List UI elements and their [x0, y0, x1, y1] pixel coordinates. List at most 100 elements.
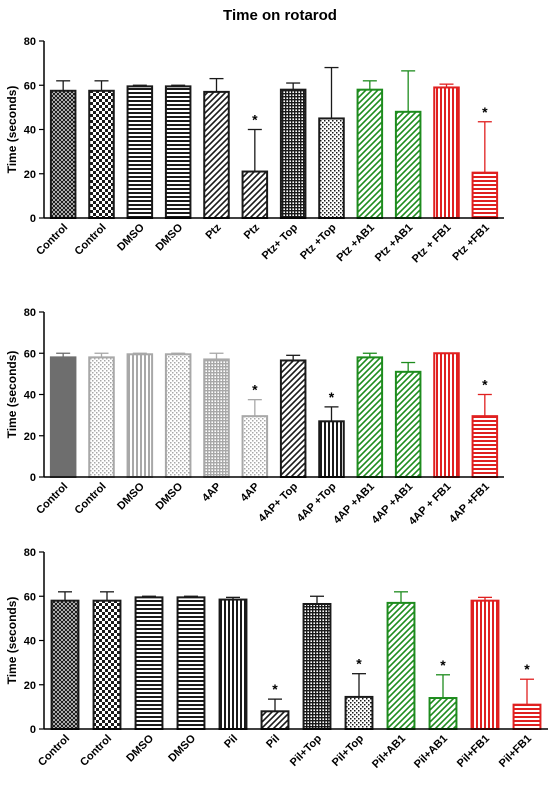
significance-star: *: [482, 104, 488, 120]
bar: [88, 356, 115, 478]
category-label: 4AP+ Top: [256, 480, 300, 524]
category-label: DMSO: [124, 732, 156, 764]
bar: [356, 88, 384, 219]
category-label: DMSO: [153, 480, 185, 512]
y-tick-label: 80: [24, 547, 36, 559]
y-axis-label: Time (seconds): [5, 597, 19, 685]
y-tick-label: 80: [24, 36, 36, 48]
y-tick-label: 20: [24, 680, 36, 692]
y-tick-label: 40: [24, 390, 36, 402]
bar: [279, 88, 307, 219]
category-label: DMSO: [153, 221, 185, 253]
chart-panel-3: Time (seconds) 0 20 40 60 80 Control Control DMS…: [5, 547, 548, 771]
category-label: Ptz: [242, 221, 263, 242]
category-label: Ptz +AB1: [335, 222, 377, 264]
y-tick-label: 60: [24, 591, 36, 603]
category-label: Control: [78, 733, 114, 769]
category-label: Ptz + FB1: [410, 222, 454, 266]
bar: [428, 697, 458, 731]
bar: [92, 599, 122, 730]
category-label: Ptz+ Top: [260, 221, 301, 262]
category-label: Control: [72, 481, 108, 517]
bar: [50, 599, 80, 730]
significance-star: *: [356, 656, 362, 672]
bar: [176, 596, 206, 731]
category-label: DMSO: [166, 732, 198, 764]
category-label: DMSO: [115, 480, 147, 512]
category-label: Pil: [222, 733, 240, 751]
bar: [126, 353, 154, 478]
category-label: Pil+AB1: [412, 733, 450, 771]
bar: [134, 596, 164, 731]
category-label: Ptz +FB1: [450, 222, 492, 264]
y-tick-label: 40: [24, 636, 36, 648]
y-tick-label: 40: [24, 125, 36, 137]
bar: [126, 85, 154, 219]
category-label: Pil+AB1: [370, 733, 408, 771]
category-label: Control: [36, 733, 72, 769]
bar: [433, 352, 460, 478]
significance-star: *: [252, 382, 258, 398]
significance-star: *: [252, 112, 258, 128]
bar: [471, 415, 499, 478]
bar: [88, 89, 115, 219]
bar: [241, 415, 269, 478]
significance-star: *: [329, 389, 335, 405]
y-axis-label: Time (seconds): [5, 86, 19, 174]
category-label: Pil+FB1: [455, 733, 492, 770]
category-label: 4AP: [200, 481, 224, 505]
category-label: Pil+Top: [288, 732, 324, 768]
bar: [386, 601, 416, 731]
category-label: 4AP +FB1: [447, 481, 492, 526]
bar: [433, 86, 460, 220]
y-tick-label: 20: [24, 431, 36, 443]
category-label: Pil+FB1: [497, 733, 534, 770]
category-label: Control: [72, 222, 108, 258]
bar: [260, 710, 290, 730]
significance-star: *: [272, 681, 278, 697]
bar: [218, 598, 248, 730]
bar: [318, 420, 345, 478]
category-label: Control: [34, 222, 70, 258]
category-label: Ptz +AB1: [373, 222, 415, 264]
significance-star: *: [524, 661, 530, 677]
category-label: Pil+Top: [330, 732, 366, 768]
bar: [203, 358, 230, 478]
bar: [203, 90, 230, 219]
bar: [241, 170, 269, 220]
bar: [49, 89, 77, 219]
bar: [279, 359, 307, 478]
bar: [164, 353, 192, 478]
bar: [471, 171, 499, 220]
significance-star: *: [482, 377, 488, 393]
category-label: Ptz: [203, 221, 224, 242]
y-tick-label: 20: [24, 169, 36, 181]
bar: [470, 599, 500, 730]
category-label: Ptz +Top: [298, 221, 339, 262]
y-tick-label: 0: [30, 213, 36, 225]
category-label: DMSO: [115, 221, 147, 253]
category-label: 4AP: [238, 481, 262, 505]
y-tick-label: 0: [30, 724, 36, 736]
bar: [394, 110, 422, 219]
category-label: Control: [34, 481, 70, 517]
bar: [49, 356, 77, 478]
bar: [344, 695, 374, 731]
bar: [356, 356, 384, 478]
y-axis-label: Time (seconds): [5, 351, 19, 439]
y-tick-label: 60: [24, 80, 36, 92]
bar: [164, 85, 192, 219]
bar: [318, 117, 345, 219]
bar: [394, 370, 422, 478]
bar: [512, 703, 542, 730]
significance-star: *: [440, 657, 446, 673]
bar: [302, 602, 332, 731]
figure-title: Time on rotarod: [223, 7, 337, 24]
y-tick-label: 0: [30, 472, 36, 484]
category-label: Pil: [264, 733, 282, 751]
y-tick-label: 60: [24, 348, 36, 360]
y-tick-label: 80: [24, 307, 36, 319]
